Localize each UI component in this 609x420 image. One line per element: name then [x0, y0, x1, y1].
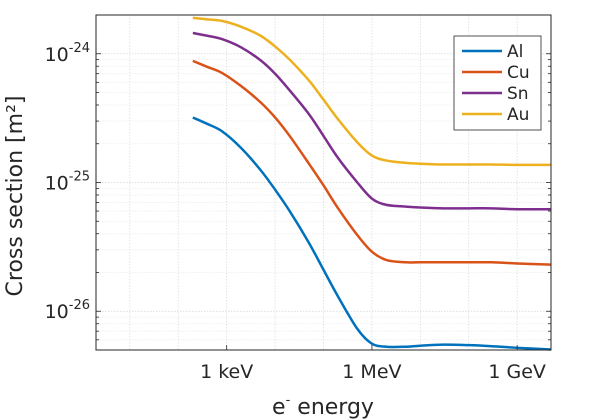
axis-ticks	[96, 14, 551, 351]
x-axis-label: e- energy	[272, 393, 374, 420]
y-axis-label: Cross section [m²]	[3, 96, 28, 297]
series-line-sn	[192, 31, 552, 211]
legend-label: Cu	[507, 63, 530, 83]
y-tick-labels: 10-26 10-25 10-24	[45, 41, 90, 323]
series-line-au	[192, 16, 552, 167]
y-tick-label: 10-25	[45, 170, 90, 195]
y-tick-label: 10-24	[45, 41, 90, 66]
legend-label: Al	[507, 42, 523, 62]
legend-label: Sn	[507, 84, 529, 104]
x-tick-label: 1 MeV	[342, 361, 401, 383]
x-tick-label: 1 GeV	[488, 361, 546, 383]
x-tick-labels: 1 keV 1 MeV 1 GeV	[200, 361, 546, 383]
series-line-al	[192, 116, 552, 351]
legend-label: Au	[507, 105, 529, 125]
series-lines	[192, 16, 552, 351]
y-tick-label: 10-26	[45, 298, 90, 323]
x-tick-label: 1 keV	[200, 361, 253, 383]
series-line-cu	[192, 59, 552, 266]
